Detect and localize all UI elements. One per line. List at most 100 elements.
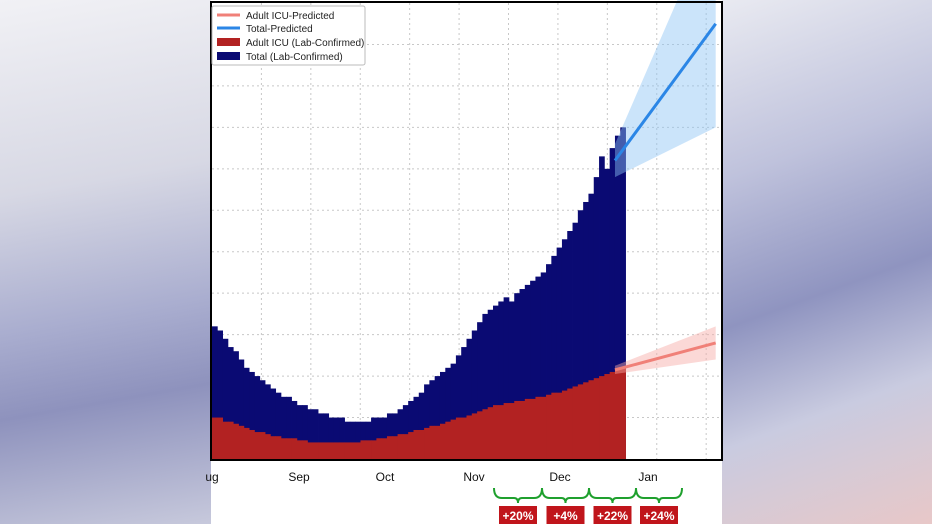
bar-total (471, 330, 478, 459)
bar-adult-icu (291, 438, 298, 459)
x-tick-label: Nov (463, 470, 484, 484)
bar-adult-icu (312, 442, 319, 459)
bar-adult-icu (609, 371, 616, 459)
bar-total (418, 392, 425, 459)
bar-total (265, 384, 271, 459)
bar-adult-icu (434, 425, 441, 459)
bar-adult-icu (503, 403, 510, 459)
x-tick-label: ug (205, 470, 218, 484)
legend-label: Adult ICU-Predicted (246, 11, 334, 22)
bar-adult-icu (599, 376, 605, 459)
bar-adult-icu (222, 421, 229, 459)
bar-total (583, 201, 589, 459)
bar-total (535, 276, 542, 459)
bar-adult-icu (577, 384, 584, 459)
legend-item-adult-icu-predicted: Adult ICU-Predicted (217, 11, 334, 22)
bar-adult-icu (328, 442, 335, 459)
bar-total (519, 289, 526, 459)
bar-adult-icu (386, 436, 393, 459)
bar-adult-icu (535, 396, 542, 459)
bar-total (466, 338, 473, 459)
bar-adult-icu (286, 438, 292, 459)
bar-total (424, 384, 430, 459)
bar-adult-icu (402, 434, 409, 459)
bar-adult-icu (530, 398, 536, 459)
bar-total (333, 417, 340, 459)
bar-total (477, 322, 483, 459)
bar-total (498, 301, 505, 459)
bar-adult-icu (471, 413, 478, 459)
bar-adult-icu (397, 434, 404, 459)
bar-total (344, 421, 351, 459)
legend-box (211, 5, 366, 66)
bar-adult-icu (238, 425, 245, 459)
bar-total (275, 392, 282, 459)
bar-total (455, 355, 462, 459)
bar-adult-icu (572, 386, 579, 459)
change-badge-label: +22% (597, 509, 628, 523)
x-tick-label: Sep (288, 470, 310, 484)
bar-total (556, 247, 563, 459)
bar-adult-icu (265, 434, 271, 459)
bar-adult-icu (323, 442, 330, 459)
bar-adult-icu (249, 429, 255, 459)
month-bracket (635, 487, 683, 504)
change-badge-label: +24% (643, 509, 674, 523)
x-axis-ticks: ug Sep Oct Nov Dec Jan (205, 470, 657, 484)
change-badge (640, 506, 678, 524)
bar-total (413, 396, 420, 459)
bar-adult-icu (593, 378, 600, 459)
bar-adult-icu (227, 421, 234, 459)
prediction-line (613, 22, 717, 162)
bar-adult-icu (355, 442, 361, 459)
bar-total (381, 417, 388, 459)
bar-total (572, 222, 579, 459)
background-left (0, 0, 211, 524)
bar-total (227, 347, 234, 459)
bar-adult-icu (280, 438, 287, 459)
bar-total (339, 417, 345, 459)
bar-total (291, 400, 298, 459)
bar-total (593, 177, 600, 460)
bar-adult-icu (588, 380, 595, 459)
bar-total (249, 371, 255, 459)
month-change-brackets: +20% +4% +22% +24% (493, 487, 683, 524)
bar-adult-icu (296, 440, 303, 459)
month-bracket (588, 487, 637, 504)
bar-total (217, 330, 224, 459)
bar-total (243, 367, 250, 459)
bar-adult-icu (275, 436, 282, 459)
bar-adult-icu (450, 419, 457, 459)
prediction-band (614, 0, 716, 178)
bar-adult-icu (371, 440, 377, 459)
bar-adult-icu (524, 398, 531, 459)
bar-total (540, 272, 547, 459)
bar-adult-icu (344, 442, 351, 459)
bar-adult-icu (498, 405, 505, 459)
bar-total (307, 409, 314, 459)
bar-total (508, 301, 515, 459)
bar-adult-icu (376, 438, 383, 459)
bar-total (604, 168, 611, 459)
bar-total (503, 297, 510, 459)
bar-total (620, 127, 626, 459)
bar-total (487, 309, 494, 459)
bar-adult-icu (620, 367, 626, 459)
bar-adult-icu (365, 440, 372, 459)
bar-adult-icu (339, 442, 345, 459)
legend-label: Total-Predicted (246, 24, 313, 35)
bar-adult-icu (583, 382, 589, 459)
bar-adult-icu (392, 436, 398, 459)
bar-total (376, 417, 383, 459)
bar-total (323, 413, 330, 459)
bar-total (318, 413, 324, 459)
bar-adult-icu (461, 417, 467, 459)
bar-total (280, 396, 287, 459)
legend-item-total-predicted: Total-Predicted (217, 24, 313, 35)
bar-adult-icu (546, 394, 552, 459)
month-bracket (493, 487, 543, 504)
change-badge-label: +20% (502, 509, 533, 523)
bar-total (222, 338, 229, 459)
bar-adult-icu (381, 438, 388, 459)
